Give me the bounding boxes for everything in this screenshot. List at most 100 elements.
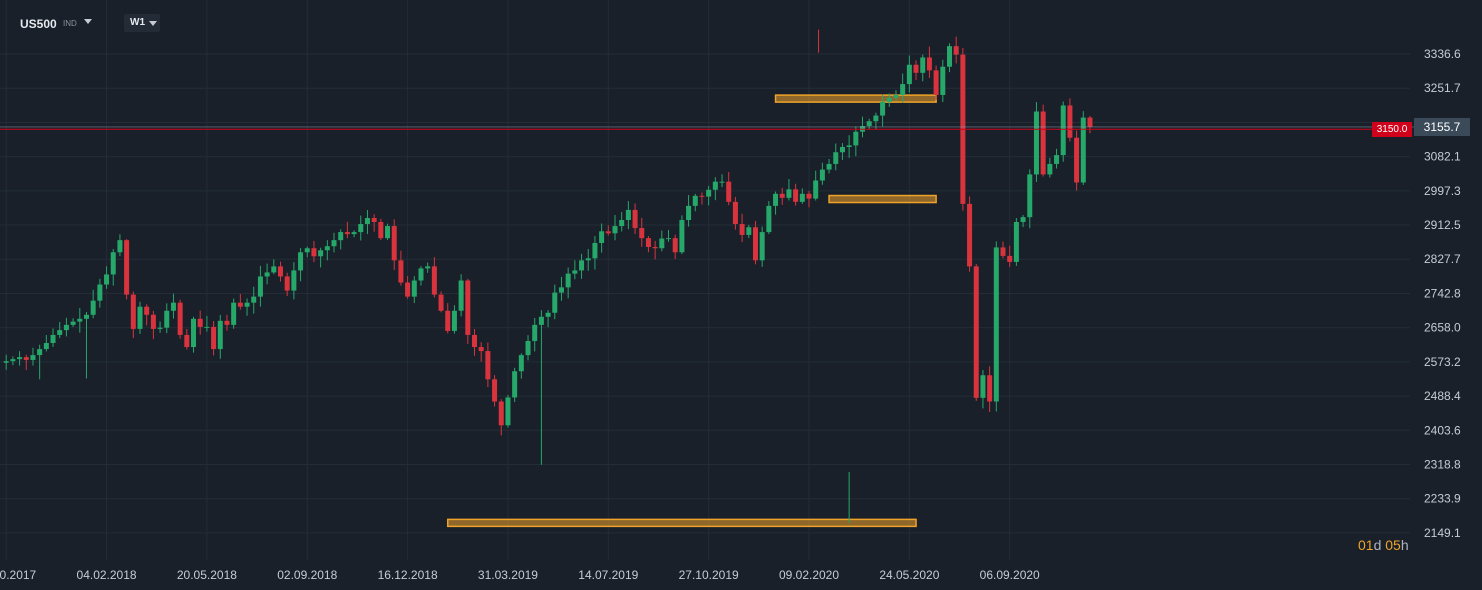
candle-down (498, 401, 504, 426)
candle-up (839, 147, 845, 153)
candle-down (150, 314, 156, 329)
candle-up (906, 64, 912, 85)
candle-up (170, 302, 176, 311)
candle-down (197, 318, 203, 327)
candle-down (438, 294, 444, 311)
timeframe-selector[interactable]: W1 (124, 14, 160, 32)
x-tick-label: 27.10.2019 (679, 568, 739, 582)
candle-up (30, 355, 36, 360)
candle-up (137, 306, 143, 329)
candle-down (1074, 137, 1080, 183)
x-tick-label: 22.10.2017 (0, 568, 37, 582)
candle-up (251, 296, 257, 303)
candle-up (271, 266, 277, 273)
candle-up (585, 258, 591, 261)
candle-down (699, 195, 705, 197)
candle-up (565, 273, 571, 288)
candle-up (846, 145, 852, 148)
candle-up (692, 195, 698, 206)
candle-down (779, 193, 785, 198)
candle-down (445, 310, 451, 331)
price-lines (0, 126, 1414, 130)
timeframe-dropdown-icon (149, 21, 157, 26)
candle-up (451, 310, 457, 331)
symbol-dropdown-icon[interactable] (84, 19, 92, 24)
current-price-badge: 3155.7 (1414, 117, 1470, 136)
candle-down (492, 379, 498, 402)
candle-up (338, 232, 344, 241)
candle-down (124, 240, 130, 295)
candle-down (752, 227, 758, 261)
candle-up (1047, 163, 1053, 175)
candle-down (987, 375, 993, 402)
candle-up (719, 181, 725, 183)
y-tick-label: 2573.2 (1424, 355, 1461, 369)
candle-up (425, 266, 431, 269)
candle-up (1054, 155, 1060, 164)
candle-up (659, 238, 665, 249)
candle-up (826, 163, 832, 170)
y-tick-label: 3251.7 (1424, 81, 1461, 95)
candle-up (940, 66, 946, 95)
candle-down (371, 217, 377, 223)
candle-up (324, 246, 330, 251)
candle-down (967, 203, 973, 267)
candle-down (311, 248, 317, 257)
candle-up (980, 375, 986, 398)
candle-up (518, 355, 524, 372)
candle-up (746, 227, 752, 235)
candle-up (1080, 117, 1086, 183)
y-tick-label: 3082.1 (1424, 150, 1461, 164)
candle-up (612, 226, 618, 234)
zone-support (828, 194, 937, 204)
candle-up (331, 240, 337, 247)
y-tick-label: 2403.6 (1424, 423, 1461, 437)
candle-up (70, 321, 76, 325)
x-tick-label: 16.12.2018 (378, 568, 438, 582)
candle-up (773, 193, 779, 206)
candle-down (398, 260, 404, 283)
candle-down (1040, 111, 1046, 175)
candle-up (458, 280, 464, 311)
candle-up (1020, 217, 1026, 223)
candle-down (605, 231, 611, 234)
candle-up (3, 361, 9, 363)
candle-up (264, 272, 270, 277)
candle-down (465, 280, 471, 335)
candle-up (57, 330, 63, 335)
candle-down (672, 238, 678, 253)
countdown-hours-unit: h (1400, 537, 1409, 553)
candle-up (886, 97, 892, 102)
candle-up (538, 316, 544, 325)
candle-up (351, 232, 357, 235)
candle-up (579, 260, 585, 271)
y-tick-label: 2233.9 (1424, 492, 1461, 506)
candle-down (431, 266, 437, 295)
candle-down (793, 189, 799, 202)
candle-up (799, 193, 805, 202)
candle-down (478, 347, 484, 352)
y-tick-label: 3336.6 (1424, 47, 1461, 61)
candle-down (806, 193, 812, 199)
y-tick-label: 2658.0 (1424, 321, 1461, 335)
candle-up (525, 340, 531, 356)
candle-up (1027, 174, 1033, 218)
countdown-hours: 05 (1385, 537, 1401, 553)
candle-down (732, 201, 738, 225)
candle-down (933, 70, 939, 95)
candle-up (552, 292, 558, 313)
candle-up (893, 94, 899, 98)
candle-down (1000, 247, 1006, 256)
candle-up (853, 131, 859, 146)
candle-up (1013, 222, 1019, 262)
candle-up (819, 169, 825, 181)
support-resistance-zones (446, 94, 937, 528)
candle-down (177, 302, 183, 335)
symbol-name[interactable]: US500 (20, 17, 57, 31)
candle-down (1087, 117, 1093, 127)
candle-up (304, 248, 310, 253)
x-tick-label: 06.09.2020 (980, 568, 1040, 582)
candle-up (411, 280, 417, 297)
candle-down (1067, 105, 1073, 138)
